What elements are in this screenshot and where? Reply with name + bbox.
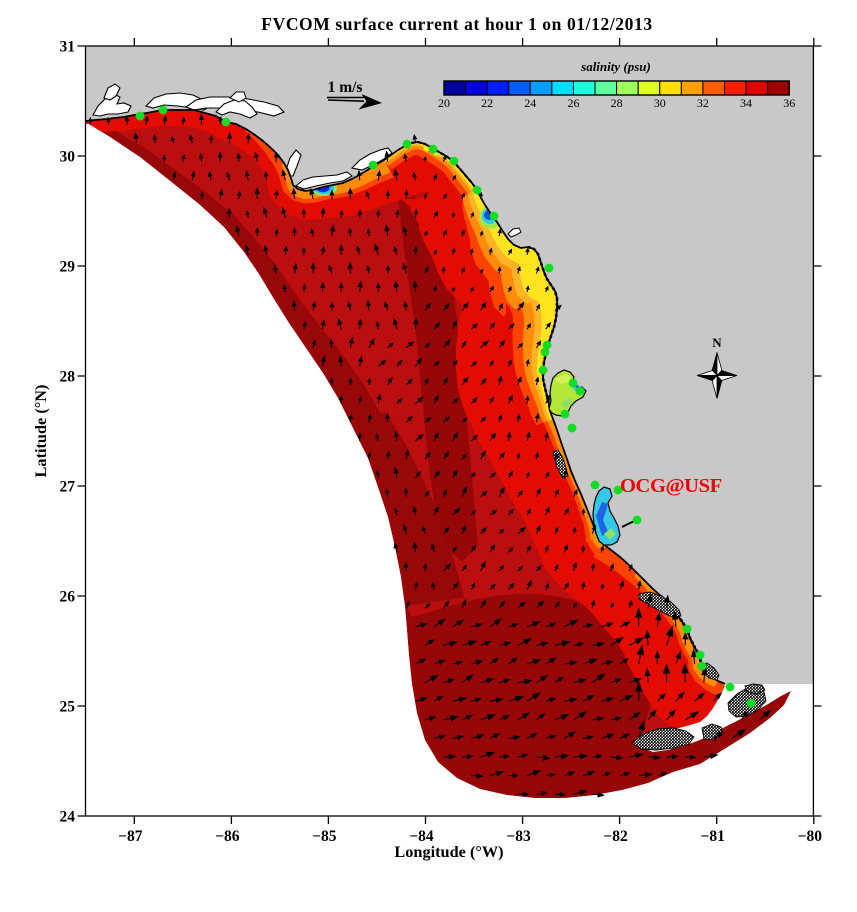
svg-text:−84: −84	[409, 828, 434, 845]
svg-text:32: 32	[697, 96, 709, 110]
svg-text:31: 31	[60, 39, 76, 56]
svg-text:28: 28	[60, 369, 76, 386]
svg-text:−81: −81	[701, 828, 725, 845]
svg-text:26: 26	[60, 589, 76, 606]
svg-text:salinity (psu): salinity (psu)	[580, 59, 651, 74]
svg-text:24: 24	[524, 96, 536, 110]
svg-text:−80: −80	[798, 828, 823, 845]
svg-text:−87: −87	[118, 828, 143, 845]
svg-text:36: 36	[783, 96, 795, 110]
svg-text:30: 30	[60, 149, 76, 166]
svg-text:26: 26	[568, 96, 580, 110]
svg-text:−83: −83	[506, 828, 531, 845]
svg-text:Longitude (°W): Longitude (°W)	[394, 842, 503, 861]
svg-text:N: N	[712, 335, 722, 350]
svg-text:29: 29	[60, 259, 76, 276]
svg-text:−86: −86	[215, 828, 240, 845]
svg-text:27: 27	[60, 479, 76, 496]
svg-text:34: 34	[740, 96, 752, 110]
svg-text:30: 30	[654, 96, 666, 110]
svg-text:−85: −85	[312, 828, 337, 845]
svg-text:20: 20	[438, 96, 450, 110]
svg-text:−82: −82	[603, 828, 628, 845]
svg-text:22: 22	[481, 96, 493, 110]
svg-text:1 m/s: 1 m/s	[328, 79, 363, 96]
svg-text:Latitude (°N): Latitude (°N)	[31, 385, 50, 478]
svg-text:FVCOM surface current at hour: FVCOM surface current at hour 1 on 01/12…	[261, 14, 652, 34]
svg-text:24: 24	[60, 809, 76, 826]
svg-text:OCG@USF: OCG@USF	[620, 475, 722, 497]
svg-text:25: 25	[60, 699, 76, 716]
svg-text:28: 28	[611, 96, 623, 110]
